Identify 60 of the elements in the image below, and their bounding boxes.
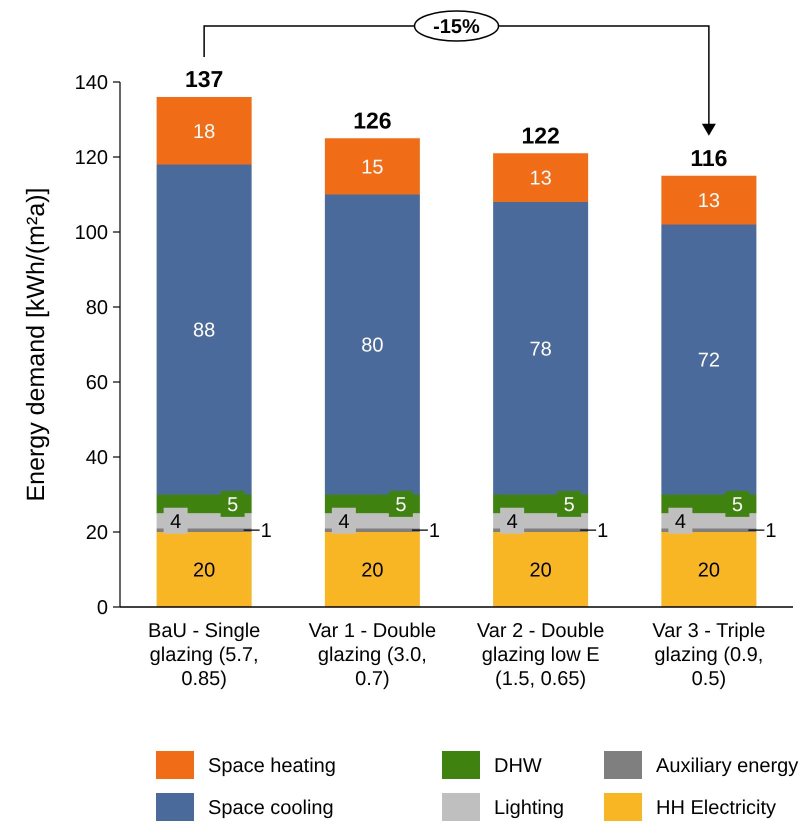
- bar: [156, 97, 252, 164]
- y-tick-label: 140: [74, 72, 108, 94]
- data-label: 80: [361, 334, 384, 356]
- data-label: 1: [260, 520, 272, 542]
- data-label: 13: [530, 168, 552, 190]
- data-label: 4: [170, 510, 182, 533]
- legend-label: DHW: [494, 755, 542, 777]
- y-tick-label: 20: [86, 522, 108, 544]
- y-tick-label: 60: [86, 372, 108, 394]
- data-label: 20: [530, 560, 552, 582]
- bar: [156, 164, 252, 494]
- x-tick-label: BaU - Single glazing (5.7, 0.85): [148, 620, 260, 690]
- data-label: 5: [227, 494, 238, 516]
- data-label: 20: [361, 560, 384, 582]
- legend-label: Auxiliary energy: [656, 755, 798, 777]
- total-label: 137: [184, 66, 224, 92]
- data-label: 4: [338, 510, 350, 533]
- data-label: 20: [698, 560, 720, 582]
- total-label: 126: [353, 107, 392, 134]
- bar: [661, 224, 756, 494]
- legend-label: HH Electricity: [656, 797, 776, 819]
- data-label: 4: [674, 510, 686, 533]
- data-label: 4: [506, 510, 518, 533]
- y-axis-title: Energy demand [kWh/(m²a)]: [22, 188, 50, 502]
- data-label: 72: [698, 350, 720, 372]
- x-tick-label: Var 3 - Triple glazing (0.9, 0.5): [652, 620, 766, 690]
- legend-label: Space cooling: [208, 797, 334, 819]
- data-label: 78: [530, 338, 552, 360]
- y-tick-label: 80: [86, 297, 108, 319]
- bar: [324, 138, 420, 194]
- x-tick-label: Var 1 - Double glazing (3.0, 0.7): [308, 620, 436, 690]
- data-label: 20: [193, 560, 216, 582]
- data-label: 18: [193, 120, 216, 143]
- bar: [493, 153, 588, 202]
- data-label: 1: [597, 520, 608, 542]
- data-label: 5: [732, 494, 743, 516]
- data-label: 13: [698, 190, 720, 212]
- data-label: 15: [361, 156, 384, 178]
- legend-label: Lighting: [494, 797, 564, 819]
- data-label: 1: [428, 520, 440, 542]
- data-label: 5: [564, 494, 575, 516]
- text: -15%: [433, 16, 480, 38]
- bar: [661, 532, 756, 607]
- y-tick-label: 100: [74, 222, 108, 244]
- y-tick-label: 0: [96, 597, 108, 619]
- bar: [493, 532, 588, 607]
- legend-label: Space heating: [208, 755, 336, 777]
- bar: [324, 194, 420, 494]
- bar: [661, 176, 756, 224]
- data-label: 5: [395, 494, 406, 516]
- bar: [156, 532, 252, 607]
- data-label: 1: [765, 520, 776, 542]
- total-label: 116: [690, 144, 728, 171]
- y-tick-label: 40: [86, 447, 108, 469]
- data-label: 88: [193, 320, 216, 342]
- bar: [324, 532, 420, 607]
- y-tick-label: 120: [74, 147, 108, 169]
- bar: [493, 202, 588, 494]
- x-tick-label: Var 2 - Double glazing low E (1.5, 0.65): [476, 620, 604, 690]
- total-label: 122: [521, 122, 560, 148]
